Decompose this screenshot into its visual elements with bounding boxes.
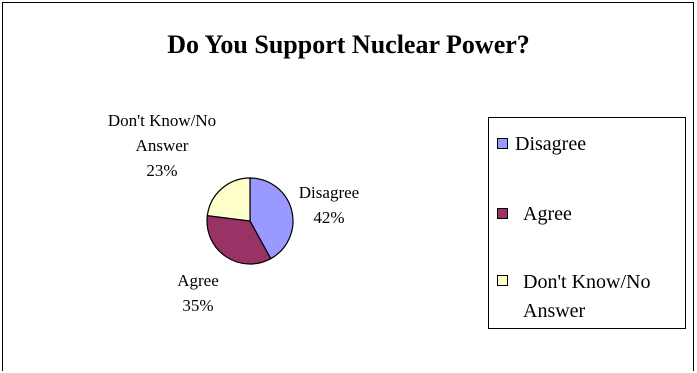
chart-title: Do You Support Nuclear Power? <box>167 30 530 59</box>
legend-swatch-disagree <box>497 138 508 149</box>
legend-label-disagree: Disagree <box>515 133 587 155</box>
legend: Disagree Agree Don't Know/No Answer <box>488 117 686 329</box>
slice-label-agree-value: 35% <box>182 296 214 315</box>
slice-label-dont-know: Don't Know/No Answer 23% <box>92 108 232 183</box>
legend-swatch-agree <box>497 208 508 219</box>
slice-label-dont-know-value: 23% <box>146 161 178 180</box>
legend-label-agree: Agree <box>523 203 572 225</box>
legend-swatch-dont-know <box>497 275 508 286</box>
legend-label-dont-know: Don't Know/No Answer <box>523 271 651 322</box>
pie-slice-dont-know <box>206 177 251 222</box>
pie-slice-disagree <box>249 177 294 260</box>
slice-label-disagree: Disagree 42% <box>289 180 369 230</box>
slice-label-agree: Agree 35% <box>168 268 228 318</box>
slice-label-disagree-value: 42% <box>313 208 345 227</box>
slice-label-disagree-name: Disagree <box>298 183 360 202</box>
slice-label-dont-know-name: Don't Know/No Answer <box>107 111 217 155</box>
slice-label-agree-name: Agree <box>177 271 219 290</box>
pie-slice-agree <box>206 214 272 265</box>
